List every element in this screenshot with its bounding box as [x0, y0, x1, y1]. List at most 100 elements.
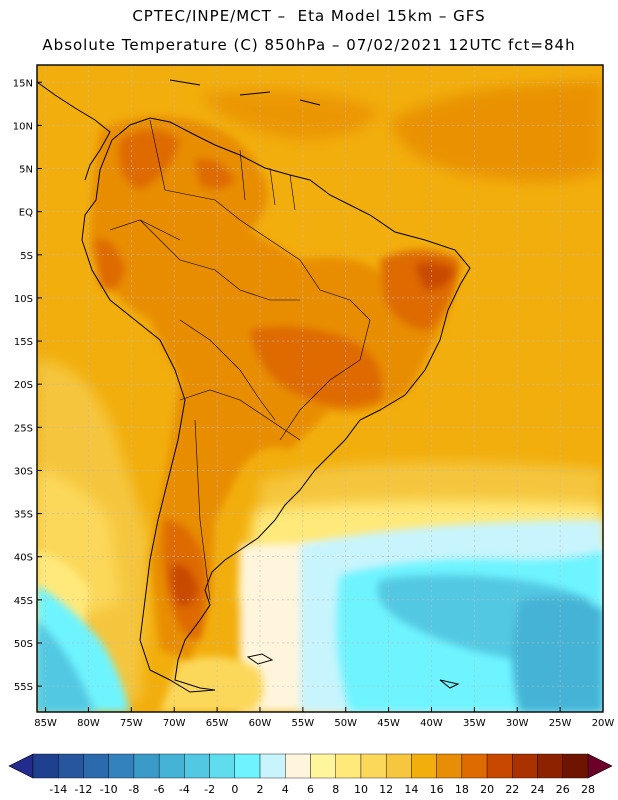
lon-tick-label: 35W [463, 718, 486, 729]
lon-tick-label: 20W [592, 718, 615, 729]
lon-tick-label: 65W [206, 718, 229, 729]
border-lines [109, 119, 371, 601]
field-orange-north [390, 80, 603, 182]
colorbar-label: 16 [430, 783, 444, 796]
colorbar-label: 8 [332, 783, 339, 796]
colorbar-swatch [537, 753, 563, 779]
colorbar-label: 14 [404, 783, 418, 796]
field-yellow-south-chile [160, 656, 264, 712]
lon-tick-label: 40W [420, 718, 443, 729]
lon-tick-label: 60W [249, 718, 272, 729]
falklands [246, 653, 274, 665]
colorbar-label: -14 [49, 783, 67, 796]
lon-tick-label: 50W [334, 718, 357, 729]
lat-tick-label: 5N [19, 165, 33, 176]
colorbar-label: 28 [581, 783, 595, 796]
field-darkorange-venezuela [119, 130, 180, 190]
country-borders [109, 119, 371, 601]
lon-tick-label: 75W [120, 718, 143, 729]
lon-tick-label: 25W [549, 718, 572, 729]
colorbar-label: 18 [455, 783, 469, 796]
colorbar-label: 2 [257, 783, 264, 796]
colorbar-swatch [436, 753, 463, 779]
graticule [37, 65, 604, 712]
latitude-ticks: 15N 10N 5N EQ 5S 10S 15S 20S 25S 30S 35S 40S 45S 50S 5… [13, 78, 42, 693]
lon-tick-label: 55W [292, 718, 315, 729]
lon-tick-label: 80W [77, 718, 100, 729]
lat-tick-label: 45S [14, 596, 33, 607]
colorbar-swatch [259, 753, 286, 779]
colorbar-swatch [461, 753, 488, 779]
colorbar-min-arrow [8, 753, 34, 779]
colorbar-label: 20 [480, 783, 494, 796]
colorbar-max-arrow [587, 753, 613, 779]
colorbar-label: -6 [154, 783, 165, 796]
lat-tick-label: 15S [14, 337, 33, 348]
colorbar-label: -4 [179, 783, 190, 796]
colorbar-swatch [385, 753, 412, 779]
colorbar-swatch [83, 753, 109, 779]
colorbar-label: 4 [282, 783, 289, 796]
colorbar-swatch [486, 753, 513, 779]
lat-tick-label: 25S [14, 423, 33, 434]
lat-tick-label: EQ [19, 208, 33, 219]
colorbar-swatch [310, 753, 336, 779]
colorbar-label: 6 [307, 783, 314, 796]
colorbar-swatch [158, 753, 185, 779]
lon-tick-label: 30W [506, 718, 529, 729]
lat-tick-label: 20S [14, 380, 33, 391]
colorbar-swatch [512, 753, 538, 779]
colorbar-label: 22 [505, 783, 519, 796]
central-america-coast [37, 81, 111, 181]
colorbar-swatch [184, 753, 210, 779]
colorbar-swatch [562, 753, 589, 779]
coastlines [37, 79, 471, 693]
caribbean-islands [169, 79, 321, 106]
colorbar-swatch [133, 753, 160, 779]
field-darkorange-peru [95, 239, 125, 290]
colorbar: -14 -12 -10 -8 -6 -4 -2 0 2 4 6 8 10 12 14 16 18 20 22 24 26… [8, 753, 613, 796]
temperature-field [37, 65, 603, 712]
colorbar-swatch [108, 753, 135, 779]
lat-tick-label: 30S [14, 466, 33, 477]
lat-tick-label: 35S [14, 510, 33, 521]
south-america-coastline [81, 117, 471, 693]
colorbar-swatch [32, 753, 59, 779]
field-red-brazil-ne [415, 262, 455, 290]
lat-tick-label: 10S [14, 294, 33, 305]
map-frame [36, 64, 604, 713]
colorbar-swatch [335, 753, 362, 779]
colorbar-swatch [411, 753, 437, 779]
field-blue-pacific [37, 620, 95, 712]
field-blue-atlantic [512, 596, 603, 712]
colorbar-label: 12 [379, 783, 393, 796]
colorbar-swatch [360, 753, 387, 779]
colorbar-label: 26 [556, 783, 570, 796]
lat-tick-label: 5S [20, 251, 33, 262]
longitude-ticks: 85W 80W 75W 70W 65W 60W 55W 50W 45W 40W 35W 30W 25W 2… [34, 707, 614, 729]
lat-tick-label: 40S [14, 553, 33, 564]
south-georgia [439, 679, 460, 689]
field-darkorange-guianas [195, 159, 235, 189]
chart-title-line1: CPTEC/INPE/MCT – Eta Model 15km – GFS [132, 7, 486, 25]
lat-tick-label: 55S [14, 682, 33, 693]
colorbar-label: -10 [100, 783, 118, 796]
field-orange-land [90, 116, 454, 660]
colorbar-swatch [209, 753, 236, 779]
lat-tick-label: 50S [14, 639, 33, 650]
colorbar-label: -12 [74, 783, 92, 796]
chart-title-line2: Absolute Temperature (C) 850hPa – 07/02/… [42, 36, 576, 54]
colorbar-label: -2 [204, 783, 215, 796]
colorbar-swatch [58, 753, 84, 779]
lon-tick-label: 85W [34, 718, 57, 729]
colorbar-swatch [234, 753, 261, 779]
colorbar-swatch [285, 753, 311, 779]
lon-tick-label: 70W [163, 718, 186, 729]
lat-tick-label: 10N [13, 121, 33, 132]
colorbar-label: 24 [531, 783, 545, 796]
lat-tick-label: 15N [13, 78, 33, 89]
field-darkorange-brazil-central [250, 326, 382, 407]
colorbar-label: 10 [354, 783, 368, 796]
field-red-patagonia [170, 564, 198, 606]
